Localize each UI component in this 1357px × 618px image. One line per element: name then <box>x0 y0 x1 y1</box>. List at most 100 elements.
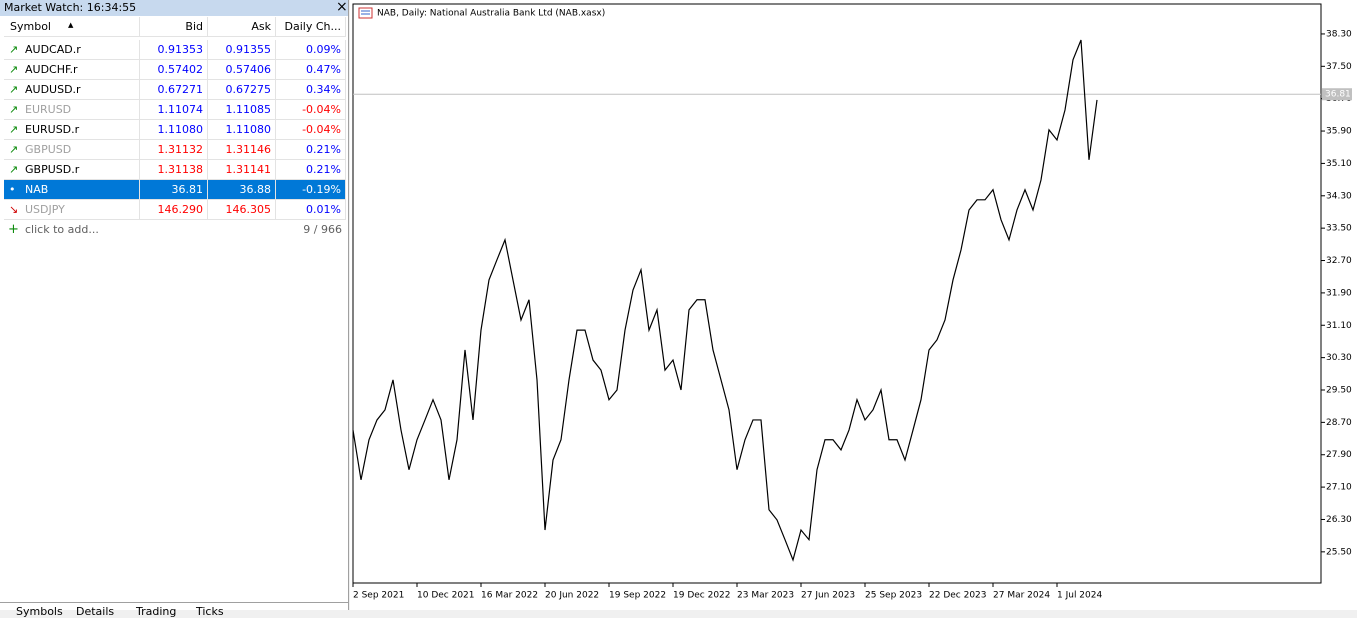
chart-icon <box>358 7 373 19</box>
tab-bar: Symbols Details Trading Ticks <box>0 602 348 618</box>
x-tick-label: 16 Mar 2022 <box>481 591 538 601</box>
ask-cell: 146.305 <box>208 200 276 220</box>
y-tick-label: 27.10 <box>1326 483 1352 493</box>
y-tick-label: 38.30 <box>1326 29 1352 39</box>
y-tick-label: 32.70 <box>1326 256 1352 266</box>
y-tick-label: 27.90 <box>1326 450 1352 460</box>
chart-background <box>350 0 1357 610</box>
x-tick-label: 1 Jul 2024 <box>1057 591 1102 601</box>
trend-icon: • <box>9 183 16 196</box>
x-tick-label: 19 Dec 2022 <box>673 591 731 601</box>
y-tick-label: 26.30 <box>1326 515 1352 525</box>
x-tick-label: 25 Sep 2023 <box>865 591 922 601</box>
tab[interactable]: Trading <box>136 605 177 618</box>
bid-cell: 1.31132 <box>140 140 208 160</box>
change-cell: 0.34% <box>276 80 346 100</box>
add-icon: + <box>8 222 19 237</box>
sort-indicator: ▲ <box>68 21 74 29</box>
column-header[interactable]: Ask <box>208 17 276 37</box>
column-header[interactable]: Bid <box>140 17 208 37</box>
trend-icon: ↘ <box>9 203 19 216</box>
add-symbol[interactable]: click to add... <box>25 223 99 236</box>
panel-title: Market Watch: 16:34:55 <box>4 1 137 14</box>
x-tick-label: 23 Mar 2023 <box>737 591 794 601</box>
y-tick-label: 30.30 <box>1326 353 1352 363</box>
y-tick-label: 35.10 <box>1326 159 1352 169</box>
symbol-cell[interactable]: NAB <box>4 180 140 200</box>
symbol-cell[interactable]: EURUSD.r <box>4 120 140 140</box>
trend-icon: ↗ <box>9 103 19 116</box>
trend-icon: ↗ <box>9 123 19 136</box>
trend-icon: ↗ <box>9 43 19 56</box>
ask-cell: 0.57406 <box>208 60 276 80</box>
x-tick-label: 27 Jun 2023 <box>801 591 855 601</box>
tab[interactable]: Symbols <box>16 605 63 618</box>
bid-cell: 0.67271 <box>140 80 208 100</box>
ask-cell: 1.31141 <box>208 160 276 180</box>
bid-cell: 1.31138 <box>140 160 208 180</box>
symbol-cell[interactable]: AUDCHF.r <box>4 60 140 80</box>
change-cell: -0.19% <box>276 180 346 200</box>
column-header[interactable]: Daily Ch... <box>276 17 346 37</box>
change-cell: -0.04% <box>276 100 346 120</box>
ask-cell: 1.11080 <box>208 120 276 140</box>
change-cell: 0.21% <box>276 140 346 160</box>
symbol-cell[interactable]: GBPUSD <box>4 140 140 160</box>
trend-icon: ↗ <box>9 143 19 156</box>
bid-cell: 36.81 <box>140 180 208 200</box>
chart-window: NAB, Daily: National Australia Bank Ltd … <box>350 0 1357 613</box>
price-label-box <box>1322 88 1352 101</box>
bid-cell: 1.11080 <box>140 120 208 140</box>
price-label: 36.81 <box>1325 90 1351 100</box>
change-cell: 0.21% <box>276 160 346 180</box>
y-tick-label: 28.70 <box>1326 418 1352 428</box>
ask-cell: 0.91355 <box>208 40 276 60</box>
x-tick-label: 2 Sep 2021 <box>353 591 404 601</box>
bid-cell: 0.91353 <box>140 40 208 60</box>
change-cell: 0.09% <box>276 40 346 60</box>
ask-cell: 1.11085 <box>208 100 276 120</box>
trend-icon: ↗ <box>9 63 19 76</box>
symbol-cell[interactable]: GBPUSD.r <box>4 160 140 180</box>
change-cell: 0.47% <box>276 60 346 80</box>
column-header[interactable]: Symbol <box>4 17 140 37</box>
trend-icon: ↗ <box>9 83 19 96</box>
y-tick-label: 25.50 <box>1326 547 1352 557</box>
x-tick-label: 19 Sep 2022 <box>609 591 666 601</box>
title-bar: Market Watch: 16:34:55 × <box>0 0 348 16</box>
tab[interactable]: Ticks <box>196 605 224 618</box>
bid-cell: 146.290 <box>140 200 208 220</box>
trend-icon: ↗ <box>9 163 19 176</box>
x-tick-label: 27 Mar 2024 <box>993 591 1050 601</box>
symbol-cell[interactable]: AUDUSD.r <box>4 80 140 100</box>
ask-cell: 0.67275 <box>208 80 276 100</box>
x-tick-label: 10 Dec 2021 <box>417 591 475 601</box>
symbol-cell[interactable]: EURUSD <box>4 100 140 120</box>
tab[interactable]: Details <box>76 605 115 618</box>
y-tick-label: 31.10 <box>1326 321 1352 331</box>
ask-cell: 1.31146 <box>208 140 276 160</box>
chart-title: NAB, Daily: National Australia Bank Ltd … <box>377 9 605 19</box>
y-tick-label: 33.50 <box>1326 224 1352 234</box>
change-cell: -0.04% <box>276 120 346 140</box>
close-button[interactable]: × <box>336 0 348 15</box>
market-watch: Market Watch: 16:34:55 × Symbol Bid Ask Dai… <box>0 0 349 618</box>
change-cell: 0.01% <box>276 200 346 220</box>
x-tick-label: 20 Jun 2022 <box>545 591 599 601</box>
symbol-cell[interactable]: AUDCAD.r <box>4 40 140 60</box>
y-tick-label: 34.30 <box>1326 191 1352 201</box>
y-tick-label: 29.50 <box>1326 386 1352 396</box>
chart: NAB, Daily: National Australia Bank Ltd … <box>350 0 1357 610</box>
x-tick-label: 22 Dec 2023 <box>929 591 987 601</box>
y-tick-label: 37.50 <box>1326 62 1352 72</box>
plot-frame <box>352 3 1322 584</box>
symbol-count: 9 / 966 <box>303 223 342 236</box>
bid-cell: 0.57402 <box>140 60 208 80</box>
symbol-cell[interactable]: USDJPY <box>4 200 140 220</box>
y-tick-label: 31.90 <box>1326 288 1352 298</box>
y-tick-label: 35.90 <box>1326 127 1352 137</box>
price-line-series <box>352 39 1098 562</box>
bid-cell: 1.11074 <box>140 100 208 120</box>
ask-cell: 36.88 <box>208 180 276 200</box>
